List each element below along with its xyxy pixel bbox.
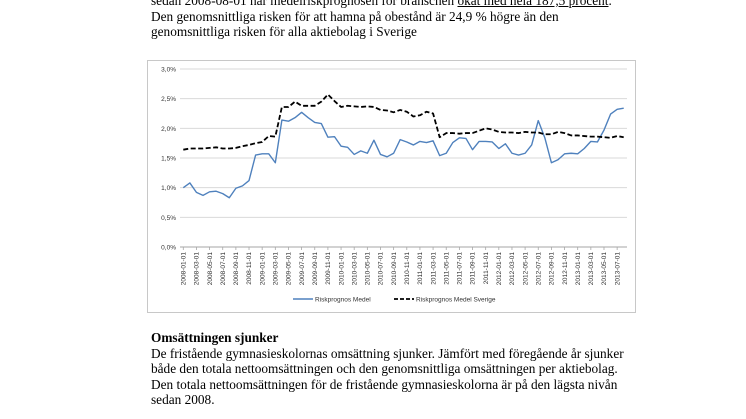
x-tick-label: 2008-11-01 xyxy=(246,252,253,285)
x-tick-label: 2012-07-01 xyxy=(535,252,542,286)
x-tick-label: 2008-03-01 xyxy=(194,252,201,286)
y-tick-label: 1,5% xyxy=(161,156,176,163)
x-tick-label: 2012-03-01 xyxy=(509,252,516,286)
x-tick-label: 2010-01-01 xyxy=(338,252,345,286)
x-tick-label: 2009-09-01 xyxy=(312,252,319,286)
x-tick-label: 2010-07-01 xyxy=(378,252,385,286)
x-tick-label: 2010-05-01 xyxy=(365,252,372,286)
x-tick-label: 2010-11-01 xyxy=(404,252,411,285)
x-tick-label: 2008-01-01 xyxy=(180,252,187,286)
x-tick-label: 2011-01-01 xyxy=(417,252,424,285)
y-tick-label: 0,0% xyxy=(161,245,176,252)
intro-line-1: sedan 2008-08-01 har medelriskprognosen … xyxy=(151,0,711,9)
x-tick-label: 2013-01-01 xyxy=(575,252,582,286)
series-line-riskprognos-medel-sverige xyxy=(183,93,624,151)
x-tick-label: 2009-11-01 xyxy=(325,252,332,285)
risk-forecast-chart: 0,0% 0,5% 1,0% 1,5% 2,0% 2,5% 3,0% 2008-01-01 2… xyxy=(147,60,636,313)
x-tick-label: 2008-05-01 xyxy=(207,252,214,286)
intro-paragraph: sedan 2008-08-01 har medelriskprognosen … xyxy=(151,0,711,40)
y-axis-ticks: 0,0% 0,5% 1,0% 1,5% 2,0% 2,5% 3,0% xyxy=(161,67,176,252)
chart-series xyxy=(182,93,624,199)
section-line-3: Den totala nettoomsättningen för de fris… xyxy=(151,376,618,392)
x-tick-label: 2012-01-01 xyxy=(496,252,503,286)
x-tick-label: 2008-09-01 xyxy=(233,252,240,286)
intro-line-3: genomsnittliga risken för alla aktiebola… xyxy=(151,24,417,40)
chart-legend: Riskprognos Medel Riskprognos Medel Sveri… xyxy=(293,297,496,304)
revenue-section: Omsättningen sjunker De fristående gymna… xyxy=(151,330,711,408)
x-tick-label: 2013-07-01 xyxy=(614,252,621,286)
section-line-4: sedan 2008. xyxy=(151,392,215,408)
x-tick-label: 2012-11-01 xyxy=(562,252,569,285)
section-heading: Omsättningen sjunker xyxy=(151,330,279,345)
intro-line-2: Den genomsnittliga risken för att hamna … xyxy=(151,8,559,24)
x-tick-label: 2010-03-01 xyxy=(351,252,358,286)
y-tick-label: 0,5% xyxy=(161,215,176,222)
x-tick-label: 2012-09-01 xyxy=(549,252,556,286)
y-tick-label: 2,0% xyxy=(161,126,176,133)
x-tick-label: 2013-03-01 xyxy=(588,252,595,286)
section-line-1: De fristående gymnasieskolornas omsättni… xyxy=(151,345,624,361)
x-tick-label: 2013-05-01 xyxy=(601,252,608,286)
y-tick-label: 3,0% xyxy=(161,67,176,74)
x-axis-ticks: 2008-01-01 2008-03-01 2008-05-01 2008-07-01… xyxy=(180,247,621,285)
x-tick-label: 2008-07-01 xyxy=(220,252,227,286)
x-tick-label: 2011-07-01 xyxy=(457,252,464,285)
x-tick-label: 2011-05-01 xyxy=(443,252,450,285)
x-tick-label: 2009-03-01 xyxy=(273,252,280,286)
legend-label: Riskprognos Medel xyxy=(315,297,371,304)
legend-label: Riskprognos Medel Sverige xyxy=(416,297,496,304)
y-tick-label: 1,0% xyxy=(161,185,176,192)
chart-canvas: 0,0%0,5%1,0%1,5%2,0%2,5%3,0% 2008-01-01 2… xyxy=(161,67,627,304)
x-tick-label: 2010-09-01 xyxy=(391,252,398,286)
x-tick-label: 2011-11-01 xyxy=(483,252,490,285)
x-tick-label: 2009-05-01 xyxy=(286,252,293,286)
x-tick-label: 2012-05-01 xyxy=(522,252,529,286)
y-tick-label: 2,5% xyxy=(161,96,176,103)
x-tick-label: 2011-09-01 xyxy=(470,252,477,285)
x-tick-label: 2009-07-01 xyxy=(299,252,306,286)
x-tick-label: 2011-03-01 xyxy=(430,252,437,285)
section-line-2: både den totala nettoomsättningen och de… xyxy=(151,361,618,377)
series-line-riskprognos-medel xyxy=(182,107,624,199)
x-tick-label: 2009-01-01 xyxy=(259,252,266,286)
highlighted-increase: ökat med hela 187,5 procent xyxy=(457,0,609,8)
